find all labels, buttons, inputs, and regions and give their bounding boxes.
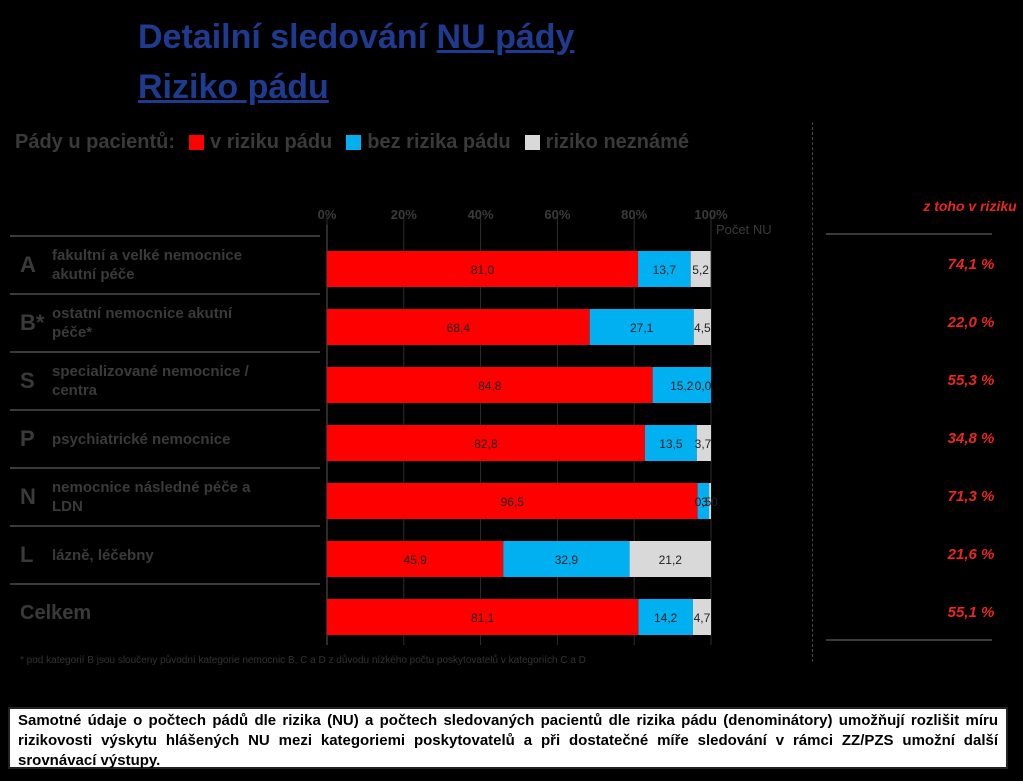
footnote: * pod kategorií B jsou sloučeny původní … [20, 655, 586, 666]
bar-data-label: 0,5 [695, 495, 712, 509]
bar-data-label: 4,5 [694, 321, 711, 335]
count-axis-label: Počet NU [716, 222, 772, 237]
bar-segment [644, 425, 697, 461]
row-text: ostatní nemocnice akutní péče* [52, 305, 233, 341]
legend-item-at-risk: v riziku pádu [210, 130, 333, 153]
bar-segment [327, 425, 645, 461]
row-divider [10, 525, 320, 527]
row-text: fakultní a velké nemocnice akutní péče [52, 247, 243, 283]
row-divider [10, 351, 320, 353]
bar-segment [638, 251, 691, 287]
risk-percent: 74,1 % [947, 256, 995, 273]
x-tick-label: 60% [544, 207, 570, 222]
bar-segment [327, 541, 504, 577]
row-divider [10, 583, 320, 585]
bar-data-label: 84,8 [478, 379, 502, 393]
row-letter: B* [20, 310, 45, 335]
bar-data-label: 27,1 [630, 321, 654, 335]
bar-data-label: 81,0 [471, 263, 495, 277]
bar-segment [696, 425, 711, 461]
bar-data-label: 32,9 [555, 553, 579, 567]
bar-data-label: 14,2 [654, 611, 678, 625]
bar-data-label: 5,2 [692, 263, 709, 277]
row-text: specializované nemocnice / centra [52, 363, 249, 399]
x-tick-label: 20% [391, 207, 417, 222]
row-letter: N [20, 484, 36, 509]
risk-column-line-bottom [826, 639, 992, 641]
legend-swatch-unknown [524, 134, 540, 150]
summary-note: Samotné údaje o počtech pádů dle rizika … [8, 707, 1008, 769]
risk-percent: 22,0 % [947, 314, 995, 331]
bar-data-label: 13,7 [653, 263, 677, 277]
row-label-n: N nemocnice následné péče a LDN [20, 468, 320, 526]
bar-data-label: 13,5 [659, 437, 683, 451]
bar-data-label: 45,9 [403, 553, 427, 567]
bar-segment [709, 483, 711, 519]
bar-segment [690, 251, 711, 287]
bar-segment [589, 309, 694, 345]
row-divider [10, 293, 320, 295]
x-tick-label: 80% [621, 207, 647, 222]
row-label-l: L lázně, léčebny [20, 526, 320, 584]
legend-swatch-no-risk [346, 134, 362, 150]
row-letter: L [20, 542, 34, 567]
risk-percent: 21,6 % [947, 546, 995, 563]
legend-label: Pády u pacientů: [15, 130, 176, 153]
row-label-a: A fakultní a velké nemocnice akutní péče [20, 236, 320, 294]
risk-percent: 34,8 % [947, 430, 995, 447]
row-divider [10, 235, 320, 237]
x-tick-label: 40% [468, 207, 494, 222]
chart-legend: Pády u pacientů: v riziku pádu bez rizik… [15, 130, 689, 154]
row-letter: A [20, 252, 36, 277]
bar-data-label: 96,5 [501, 495, 525, 509]
bar-data-label: 81,1 [471, 611, 495, 625]
bar-data-label: 82,8 [474, 437, 498, 451]
bar-segment [327, 599, 639, 635]
row-divider [10, 409, 320, 411]
row-text-total: Celkem [20, 601, 92, 624]
bar-data-label: 15,2 [670, 379, 694, 393]
bar-segment [327, 367, 653, 403]
row-label-s: S specializované nemocnice / centra [20, 352, 320, 410]
bar-data-label: 68,4 [447, 321, 471, 335]
bar-segment [697, 483, 710, 519]
bar-segment [327, 483, 698, 519]
risk-percent: 55,1 % [947, 604, 995, 621]
bar-segment [327, 309, 590, 345]
row-label-p: P psychiatrické nemocnice [20, 410, 320, 468]
bar-data-label: 4,7 [694, 611, 711, 625]
page-title-line1: Detailní sledování NU pády [138, 18, 575, 56]
bar-segment [692, 599, 711, 635]
bar-data-label: 0,0 [695, 379, 712, 393]
x-tick-label: 0% [318, 207, 337, 222]
risk-percent: 71,3 % [947, 488, 995, 505]
bar-data-label: 21,2 [659, 553, 683, 567]
bar-segment [629, 541, 711, 577]
legend-swatch-at-risk [189, 134, 205, 150]
bar-segment [327, 251, 639, 287]
row-label-celkem: Celkem [20, 584, 320, 642]
bar-segment [503, 541, 630, 577]
row-divider [10, 467, 320, 469]
x-tick-label: 100% [694, 207, 728, 222]
risk-column-header: z toho v riziku [923, 198, 1017, 214]
bar-data-label: 3,7 [695, 437, 712, 451]
row-letter: P [20, 426, 35, 451]
bar-segment [652, 367, 711, 403]
row-letter: S [20, 368, 35, 393]
row-text: lázně, léčebny [52, 546, 154, 564]
bar-segment [693, 309, 711, 345]
risk-column-line-top [826, 233, 992, 235]
column-divider [812, 122, 813, 662]
page-title-line2: Riziko pádu [138, 68, 329, 106]
bar-segment [638, 599, 693, 635]
legend-item-no-risk: bez rizika pádu [367, 130, 511, 153]
row-label-b: B* ostatní nemocnice akutní péče* [20, 294, 320, 352]
row-text: nemocnice následné péče a LDN [52, 479, 251, 515]
row-text: psychiatrické nemocnice [52, 430, 231, 448]
risk-percent: 55,3 % [947, 372, 995, 389]
legend-item-unknown: riziko neznámé [545, 130, 690, 153]
